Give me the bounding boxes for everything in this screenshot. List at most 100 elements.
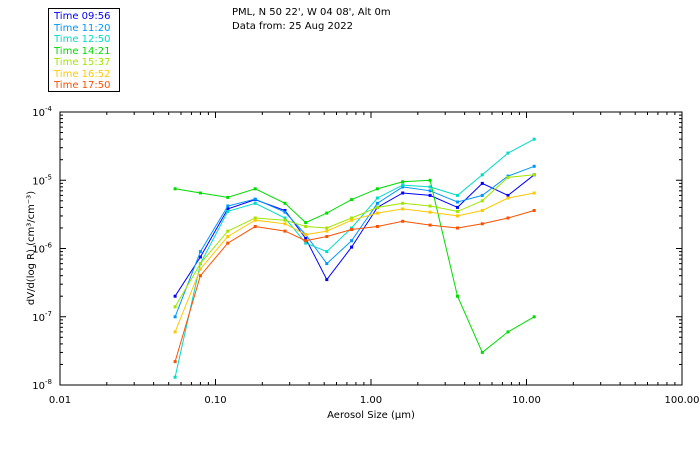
series-point [325, 229, 329, 233]
series-point [198, 191, 202, 195]
series-point [401, 201, 405, 205]
y-tick-label: 10-7 [32, 310, 52, 324]
x-tick-label: 100.00 [665, 395, 700, 406]
series-point [350, 228, 354, 231]
x-axis: 0.01 0.10 1.00 10.00 100.00 [49, 112, 700, 406]
series-point [456, 200, 459, 204]
series-point [304, 221, 308, 225]
series-point [456, 193, 459, 197]
series-point [173, 187, 177, 191]
y-tick-label: 10-4 [32, 105, 52, 119]
site-info: PML, N 50 22', W 04 08', Alt 0m [232, 7, 391, 18]
legend-item: Time 12:50 [54, 34, 111, 45]
series-point [506, 193, 510, 197]
series-line-6 [174, 192, 535, 333]
series-point [375, 211, 379, 215]
series-point [401, 183, 405, 187]
legend-item: Time 17:50 [54, 80, 111, 91]
series-point [506, 151, 510, 155]
y-tick-label: 10-5 [32, 173, 52, 187]
series-point [325, 211, 329, 215]
x-tick-label: 1.00 [360, 395, 382, 406]
series-point [456, 294, 459, 298]
series-point [173, 315, 177, 319]
legend: Time 09:56 Time 11:20 Time 12:50 Time 14:21… [48, 8, 120, 92]
series-point [532, 173, 536, 177]
series-point [198, 274, 202, 278]
series-point [350, 239, 354, 243]
series-point [428, 193, 432, 197]
x-axis-label: Aerosol Size (μm) [327, 410, 415, 421]
series-point [506, 330, 510, 334]
series-point [304, 241, 308, 245]
y-tick-label: 10-6 [32, 242, 52, 256]
series-point [532, 137, 536, 141]
series-point [173, 294, 177, 298]
series-point [350, 218, 354, 222]
series-point [456, 205, 459, 209]
y-axis: 10-4 10-5 10-6 10-7 10-8 [32, 105, 682, 392]
series-point [198, 255, 202, 259]
series-point [226, 241, 230, 245]
x-tick-label: 0.10 [204, 395, 226, 406]
series-point [198, 267, 202, 271]
series-point [173, 375, 177, 379]
series-line-3 [174, 138, 535, 378]
series-point [428, 210, 432, 214]
series-point [304, 233, 308, 237]
series-point [283, 216, 287, 220]
series-point [226, 235, 230, 238]
series-point [350, 216, 354, 220]
series-point [226, 204, 230, 208]
series-point [375, 201, 379, 205]
series-point [325, 278, 329, 282]
series-point [401, 219, 405, 223]
series-point [532, 164, 536, 168]
series-point [350, 245, 354, 249]
series-point [304, 237, 308, 240]
series-point [375, 187, 379, 191]
series-point [283, 229, 287, 233]
series-point [198, 262, 202, 266]
series-point [304, 239, 308, 243]
series-point [350, 198, 354, 202]
series-point [226, 229, 230, 233]
series-point [428, 204, 432, 208]
series-point [283, 210, 287, 214]
series-point [325, 235, 329, 238]
series-point [253, 225, 257, 228]
chart-header: PML, N 50 22', W 04 08', Alt 0m Data fro… [232, 6, 391, 34]
series-point [173, 305, 177, 309]
series-point [506, 216, 510, 220]
series-point [480, 222, 484, 226]
series-point [428, 189, 432, 193]
series-point [375, 196, 379, 200]
legend-item: Time 09:56 [54, 11, 111, 22]
series-point [283, 209, 287, 212]
series-point [532, 315, 536, 319]
series-point [325, 226, 329, 230]
series-point [506, 175, 510, 179]
x-tick-label: 0.01 [49, 395, 71, 406]
series-point [325, 250, 329, 254]
series-point [253, 187, 257, 191]
series-point [532, 209, 536, 212]
series-point [253, 218, 257, 222]
series-point [173, 360, 177, 364]
series-point [428, 223, 432, 227]
series-point [283, 222, 287, 226]
date-info: Data from: 25 Aug 2022 [232, 21, 353, 32]
series-point [456, 209, 459, 213]
series-point [226, 195, 230, 199]
series-point [428, 178, 432, 182]
series-point [283, 218, 287, 222]
series-point [401, 207, 405, 211]
series-point [401, 191, 405, 195]
series-point [226, 209, 230, 213]
series-point [480, 193, 484, 197]
series-point [456, 226, 459, 230]
series-point [480, 173, 484, 177]
legend-item: Time 16:52 [54, 68, 111, 80]
y-axis-label: dV/d(log R) (cm³/cm⁻³) [26, 191, 37, 305]
series-point [253, 216, 257, 220]
